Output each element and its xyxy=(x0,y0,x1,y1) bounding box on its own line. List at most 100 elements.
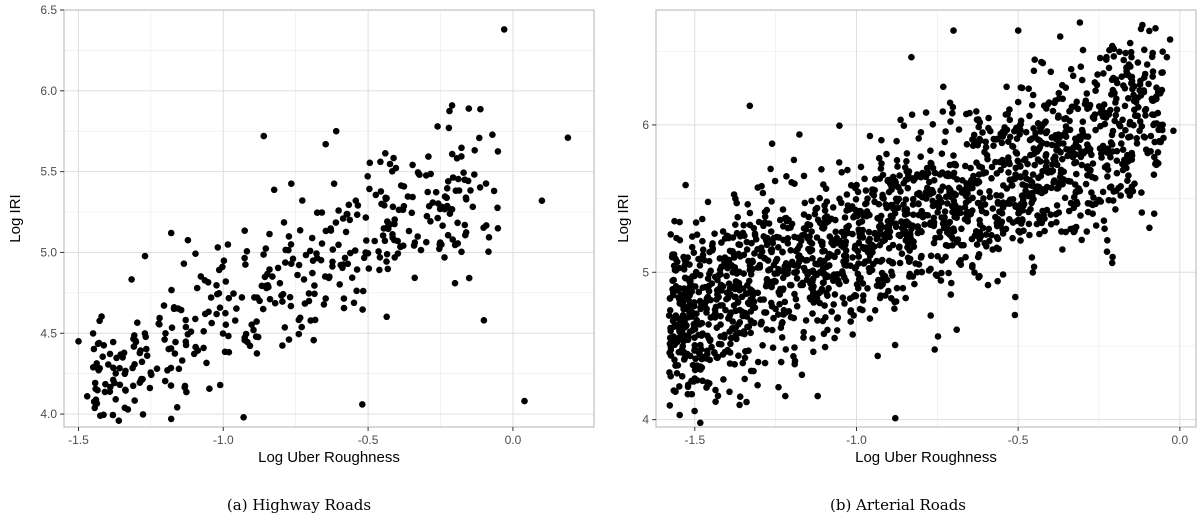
data-point xyxy=(824,292,831,300)
data-point xyxy=(865,228,873,236)
data-point xyxy=(1131,106,1138,114)
data-point xyxy=(378,200,385,208)
data-point xyxy=(1137,25,1145,33)
data-point xyxy=(860,260,868,267)
data-point xyxy=(1022,155,1029,163)
data-point xyxy=(224,241,232,248)
data-point xyxy=(377,158,384,166)
data-point xyxy=(1120,82,1127,89)
data-point xyxy=(716,266,724,274)
data-point xyxy=(802,317,810,324)
data-point xyxy=(95,339,103,347)
data-point xyxy=(904,210,911,217)
data-point xyxy=(892,414,899,422)
data-point xyxy=(1008,182,1015,189)
data-point xyxy=(281,324,289,331)
data-point xyxy=(222,321,230,329)
data-point xyxy=(917,153,924,160)
data-point xyxy=(882,292,889,299)
data-point xyxy=(935,203,943,211)
data-point xyxy=(448,150,456,158)
x-tick-label: -1.5 xyxy=(68,433,89,447)
data-point xyxy=(778,334,786,341)
data-point xyxy=(359,306,366,313)
data-point xyxy=(673,234,680,242)
data-point xyxy=(1033,146,1040,154)
data-point xyxy=(1035,187,1043,194)
data-point xyxy=(480,317,488,324)
data-point xyxy=(1072,159,1080,166)
data-point xyxy=(1129,85,1136,93)
data-point xyxy=(1067,65,1075,73)
data-point xyxy=(326,273,333,281)
data-point xyxy=(213,310,220,318)
data-point xyxy=(180,260,188,268)
data-point xyxy=(156,314,163,322)
data-point xyxy=(1159,48,1166,55)
data-point xyxy=(999,133,1007,140)
data-point xyxy=(712,398,719,406)
data-point xyxy=(182,323,190,331)
data-point xyxy=(1030,263,1038,271)
data-point xyxy=(397,182,405,189)
data-point xyxy=(383,258,390,265)
data-point xyxy=(207,294,215,301)
data-point xyxy=(986,188,993,195)
data-point xyxy=(782,260,790,267)
data-point xyxy=(895,231,903,239)
data-point xyxy=(1107,153,1114,161)
data-point xyxy=(220,257,228,265)
data-point xyxy=(900,225,907,232)
data-point xyxy=(986,193,994,201)
data-point xyxy=(697,341,704,349)
data-point xyxy=(124,406,132,413)
data-point xyxy=(777,358,785,366)
data-point xyxy=(807,246,814,254)
data-point xyxy=(931,346,938,353)
data-point xyxy=(1003,83,1010,91)
data-point xyxy=(340,304,348,312)
data-point xyxy=(982,143,990,151)
data-point xyxy=(768,326,776,334)
data-point xyxy=(905,258,913,266)
data-point xyxy=(477,105,484,113)
data-point xyxy=(856,233,864,241)
data-point xyxy=(1089,113,1097,121)
data-point xyxy=(723,232,731,240)
data-point xyxy=(876,241,884,249)
data-point xyxy=(849,230,856,238)
data-point xyxy=(698,364,706,371)
data-point xyxy=(673,338,681,346)
data-point xyxy=(976,216,983,224)
data-point xyxy=(1009,176,1016,183)
data-point xyxy=(1088,151,1095,159)
data-point xyxy=(1012,293,1019,301)
data-point xyxy=(348,274,356,282)
data-point xyxy=(871,243,878,250)
data-point xyxy=(813,271,821,279)
y-tick-label: 6 xyxy=(642,118,649,132)
data-point xyxy=(1050,155,1057,163)
data-point xyxy=(329,263,336,270)
data-point xyxy=(383,313,391,321)
data-point xyxy=(683,294,690,301)
data-point xyxy=(96,317,103,325)
data-point xyxy=(482,180,490,187)
data-point xyxy=(1011,311,1019,319)
caption-arterial: (b) Arterial Roads xyxy=(829,496,967,514)
data-point xyxy=(967,164,974,172)
data-point xyxy=(865,257,872,264)
data-point xyxy=(802,226,810,233)
data-point xyxy=(192,315,199,323)
data-point xyxy=(451,279,459,287)
data-point xyxy=(1153,161,1160,169)
data-point xyxy=(366,159,374,167)
data-point xyxy=(989,205,997,212)
data-point xyxy=(1112,111,1120,119)
data-point xyxy=(1149,97,1156,104)
data-point xyxy=(949,235,957,242)
data-point xyxy=(853,181,860,189)
data-point xyxy=(756,261,764,269)
data-point xyxy=(143,352,151,360)
data-point xyxy=(896,243,903,250)
